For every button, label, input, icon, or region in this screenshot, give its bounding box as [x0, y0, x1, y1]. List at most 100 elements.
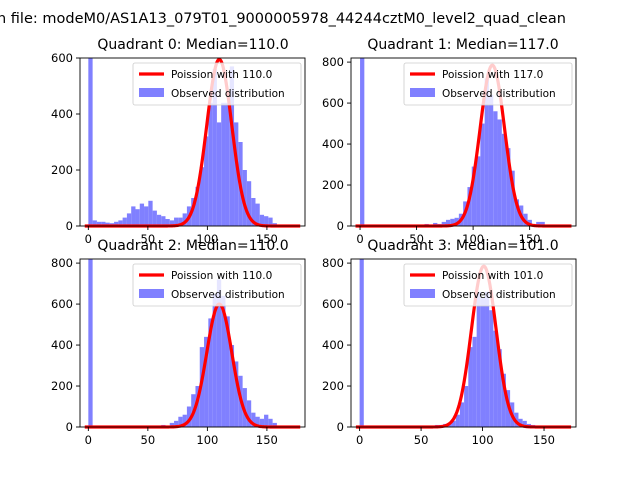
histogram-bar [221, 295, 226, 427]
x-tick-label: 100 [462, 232, 484, 246]
histogram-bar [105, 222, 110, 226]
histogram-bar [480, 123, 485, 226]
histogram-bar [459, 402, 465, 427]
histogram-bar [101, 221, 106, 226]
axes-frame [350, 258, 577, 428]
histogram-bar [152, 210, 157, 226]
x-tick-label: 100 [196, 433, 218, 447]
y-tick-label: 400 [322, 338, 344, 352]
histogram-bar [212, 69, 217, 226]
histogram-bar [216, 279, 222, 427]
x-tick-label: 100 [472, 433, 494, 447]
histogram-bar [212, 293, 217, 427]
histogram-bar [522, 420, 527, 427]
x-tick-label: 0 [356, 433, 363, 447]
y-tick-label: 800 [322, 256, 344, 270]
histogram-bar [186, 406, 192, 427]
histogram-bar [122, 217, 127, 226]
y-tick-label: 600 [322, 297, 344, 311]
histogram-bar [259, 418, 265, 427]
histogram-bar [195, 186, 200, 226]
histogram-bar [268, 217, 273, 226]
legend-label-observed: Observed distribution [442, 289, 556, 301]
x-tick-label: 100 [196, 232, 218, 246]
histogram-bar [225, 102, 230, 226]
histogram-bar [208, 318, 213, 427]
histogram-bar [169, 422, 175, 427]
histogram-bar [126, 213, 132, 226]
legend-box [132, 263, 302, 307]
legend-box [132, 62, 302, 106]
x-tick-label: 0 [85, 232, 92, 246]
x-tick-label: 150 [519, 232, 541, 246]
histogram-bar [441, 221, 446, 226]
histogram-bar [131, 206, 136, 226]
x-tick-label: 50 [414, 433, 429, 447]
histogram-bar [178, 217, 183, 226]
x-tick-label: 50 [141, 433, 156, 447]
legend: Poission with 117.0 Observed distribution [403, 62, 573, 106]
histogram-bar [234, 122, 239, 226]
plot-area-quadrant-0: 0 50 100 150 0 200 400 600 Poission with 110.0 Ob… [51, 51, 306, 246]
y-tick-label: 0 [66, 420, 73, 434]
legend-label-poisson: Poission with 110.0 [171, 69, 272, 81]
y-tick-label: 200 [51, 163, 73, 177]
histogram-bar [540, 221, 545, 226]
histogram-bar [255, 203, 260, 226]
histogram-bar [360, 58, 365, 226]
y-tick-label: 0 [66, 219, 73, 233]
figure-suptitle: n file: modeM0/AS1A13_079T01_9000005978_… [0, 11, 566, 27]
histogram-bar [359, 259, 364, 427]
subplot-quadrant-3: Quadrant 3: Median=101.0 0 50 100 150 0 200 40… [322, 238, 577, 447]
histogram-bar [497, 349, 502, 427]
legend-box [403, 62, 573, 106]
histogram-bar [489, 310, 494, 427]
subplot-quadrant-1: Quadrant 1: Median=117.0 0 50 100 150 0 200 40… [322, 37, 577, 246]
y-tick-label: 400 [51, 338, 73, 352]
y-tick-label: 600 [51, 51, 73, 65]
histogram-bar [216, 122, 222, 226]
histogram-bar [208, 102, 213, 226]
histogram-bar [264, 216, 269, 226]
histogram-bar [493, 111, 498, 226]
histogram-bar [518, 418, 523, 427]
histogram-bar [251, 412, 256, 427]
histogram-bar [246, 181, 252, 226]
histogram-bar [450, 218, 455, 226]
histogram-bar [118, 220, 123, 226]
histogram-bar [182, 213, 187, 226]
histogram-bar [221, 102, 226, 226]
histogram-bar [506, 148, 511, 226]
histogram-bar [536, 221, 541, 226]
subplot-title-quadrant-3: Quadrant 3: Median=101.0 [367, 238, 558, 254]
histogram-bar [139, 203, 145, 226]
histogram-bar [464, 386, 469, 427]
histogram-bar [191, 198, 196, 226]
axes-frame [350, 57, 577, 227]
legend-label-observed: Observed distribution [171, 88, 285, 100]
legend-label-poisson: Poission with 117.0 [442, 69, 543, 81]
plot-area-quadrant-2: 0 50 100 150 0 200 400 600 800 Poission with 110.… [51, 256, 306, 447]
y-tick-label: 200 [322, 178, 344, 192]
histogram-bar [467, 187, 472, 226]
histogram-bar [234, 361, 239, 427]
y-tick-label: 600 [51, 297, 73, 311]
histogram-bar [455, 414, 460, 427]
plot-area-quadrant-3: 0 50 100 150 0 200 400 600 800 Poission with 101.… [322, 256, 577, 447]
y-tick-label: 200 [322, 379, 344, 393]
y-tick-label: 0 [337, 219, 344, 233]
histogram-bar [135, 209, 140, 226]
histogram-bar [497, 119, 502, 226]
axes-frame [79, 57, 306, 227]
legend-label-observed: Observed distribution [442, 88, 556, 100]
histogram-bar [199, 167, 205, 226]
histogram-bar [476, 291, 481, 427]
histogram-bar [229, 345, 235, 427]
subplot-quadrant-0: Quadrant 0: Median=110.0 0 50 100 150 0 200 40… [51, 37, 306, 246]
histogram-bar [114, 221, 119, 226]
legend-bar-swatch [139, 88, 164, 97]
y-tick-label: 0 [337, 420, 344, 434]
histogram-bar [225, 316, 230, 427]
histogram-bar [476, 156, 481, 226]
histogram-bar [251, 198, 256, 226]
